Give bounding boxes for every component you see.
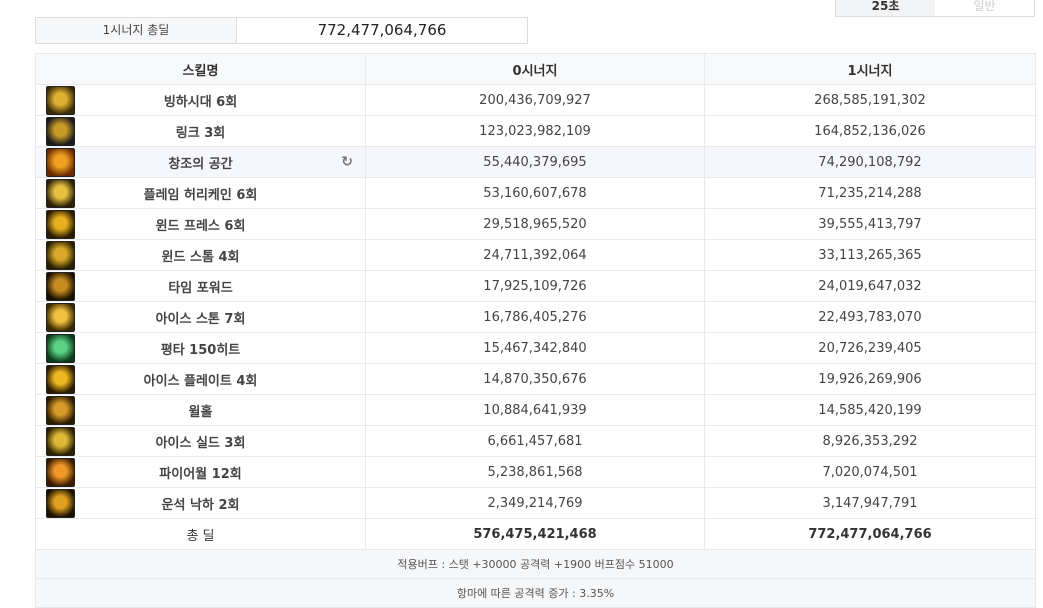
skill-name: 빙하시대 6회 [163,94,238,110]
table-row: 윌홀 10,884,641,939 14,585,420,199 [35,394,1036,426]
note-row: 항마에 따른 공격력 증가 : 3.35% [35,578,1036,608]
synergy-1-value: 39,555,413,797 [704,208,1036,240]
skill-time-forward-icon [46,272,75,301]
synergy-0-value: 123,023,982,109 [365,115,705,147]
synergy-0-value: 10,884,641,939 [365,394,705,426]
table-row: 아이스 실드 3회 6,661,457,681 8,926,353,292 [35,425,1036,457]
refresh-icon[interactable]: ↻ [341,154,353,170]
skill-ice-plate-icon [46,365,75,394]
synergy-1-value: 24,019,647,032 [704,270,1036,302]
synergy-0-value: 14,870,350,676 [365,363,705,395]
synergy-0-value: 5,238,861,568 [365,456,705,488]
synergy-0-value: 16,786,405,276 [365,301,705,333]
summary-label: 1시너지 총딜 [36,18,237,43]
table-row: 파이어월 12회 5,238,861,568 7,020,074,501 [35,456,1036,488]
synergy-1-value: 33,113,265,365 [704,239,1036,271]
synergy-1-value: 164,852,136,026 [704,115,1036,147]
synergy-0-value: 6,661,457,681 [365,425,705,457]
table-row: 창조의 공간 ↻ 55,440,379,695 74,290,108,792 [35,146,1036,178]
tab-normal[interactable]: 일반 [935,0,1034,16]
total-label: 총 딜 [35,518,366,550]
skill-firewall-icon [46,458,75,487]
note-text: 적용버프 : 스탯 +30000 공격력 +1900 버프점수 51000 [35,549,1036,579]
note-row: 적용버프 : 스탯 +30000 공격력 +1900 버프점수 51000 [35,549,1036,579]
synergy-1-value: 74,290,108,792 [704,146,1036,178]
synergy-0-value: 17,925,109,726 [365,270,705,302]
table-row: 아이스 스톤 7회 16,786,405,276 22,493,783,070 [35,301,1036,333]
synergy-1-value: 268,585,191,302 [704,84,1036,116]
synergy-0-value: 55,440,379,695 [365,146,705,178]
synergy-1-value: 3,147,947,791 [704,487,1036,519]
skill-name: 아이스 실드 3회 [155,435,246,451]
header-synergy-0: 0시너지 [365,53,705,85]
table-row: 윈드 프레스 6회 29,518,965,520 39,555,413,797 [35,208,1036,240]
skill-name: 링크 3회 [175,125,226,141]
skill-glacier-icon [46,86,75,115]
synergy-1-value: 7,020,074,501 [704,456,1036,488]
summary-value: 772,477,064,766 [317,21,447,39]
synergy-0-value: 200,436,709,927 [365,84,705,116]
total-row: 총 딜 576,475,421,468 772,477,064,766 [35,518,1036,550]
table-row: 플레임 허리케인 6회 53,160,607,678 71,235,214,28… [35,177,1036,209]
mode-tabs: 25초 일반 [835,0,1035,17]
skill-name: 윈드 스톰 4회 [161,249,240,265]
header-synergy-1: 1시너지 [704,53,1036,85]
skill-flame-hurricane-icon [46,179,75,208]
skill-wind-press-icon [46,210,75,239]
skill-ice-shield-icon [46,427,75,456]
skill-name: 파이어월 12회 [159,466,242,482]
synergy-0-value: 53,160,607,678 [365,177,705,209]
skill-name: 평타 150히트 [160,342,241,358]
synergy-1-value: 71,235,214,288 [704,177,1036,209]
skill-basic-attack-icon [46,334,75,363]
synergy-1-value: 14,585,420,199 [704,394,1036,426]
total-damage-summary: 1시너지 총딜 772,477,064,766 [35,17,528,44]
skill-name: 윈드 프레스 6회 [155,218,246,234]
total-synergy-0: 576,475,421,468 [365,518,705,550]
skill-wind-storm-icon [46,241,75,270]
skill-name: 아이스 스톤 7회 [155,311,246,327]
synergy-1-value: 8,926,353,292 [704,425,1036,457]
skill-name: 창조의 공간 [168,156,233,172]
skill-name: 아이스 플레이트 4회 [143,373,258,389]
skill-damage-table: 스킬명 0시너지 1시너지 빙하시대 6회 200,436,709,927 26… [35,53,1036,608]
skill-name: 플레임 허리케인 6회 [143,187,258,203]
skill-creation-icon [46,148,75,177]
skill-meteor-icon [46,489,75,518]
synergy-0-value: 2,349,214,769 [365,487,705,519]
table-row: 링크 3회 123,023,982,109 164,852,136,026 [35,115,1036,147]
table-row: 타임 포워드 17,925,109,726 24,019,647,032 [35,270,1036,302]
skill-wormhole-icon [46,396,75,425]
skill-link-icon [46,117,75,146]
table-row: 아이스 플레이트 4회 14,870,350,676 19,926,269,90… [35,363,1036,395]
note-text: 항마에 따른 공격력 증가 : 3.35% [35,578,1036,608]
skill-ice-stone-icon [46,303,75,332]
header-skill-name: 스킬명 [35,53,366,85]
synergy-1-value: 20,726,239,405 [704,332,1036,364]
synergy-0-value: 15,467,342,840 [365,332,705,364]
total-synergy-1: 772,477,064,766 [704,518,1036,550]
skill-name: 운석 낙하 2회 [161,497,240,513]
table-row: 평타 150히트 15,467,342,840 20,726,239,405 [35,332,1036,364]
synergy-0-value: 24,711,392,064 [365,239,705,271]
skill-name: 윌홀 [188,404,213,420]
synergy-0-value: 29,518,965,520 [365,208,705,240]
table-row: 빙하시대 6회 200,436,709,927 268,585,191,302 [35,84,1036,116]
table-row: 운석 낙하 2회 2,349,214,769 3,147,947,791 [35,487,1036,519]
synergy-1-value: 22,493,783,070 [704,301,1036,333]
synergy-1-value: 19,926,269,906 [704,363,1036,395]
tab-25s[interactable]: 25초 [836,0,935,16]
skill-name: 타임 포워드 [168,280,233,296]
table-row: 윈드 스톰 4회 24,711,392,064 33,113,265,365 [35,239,1036,271]
